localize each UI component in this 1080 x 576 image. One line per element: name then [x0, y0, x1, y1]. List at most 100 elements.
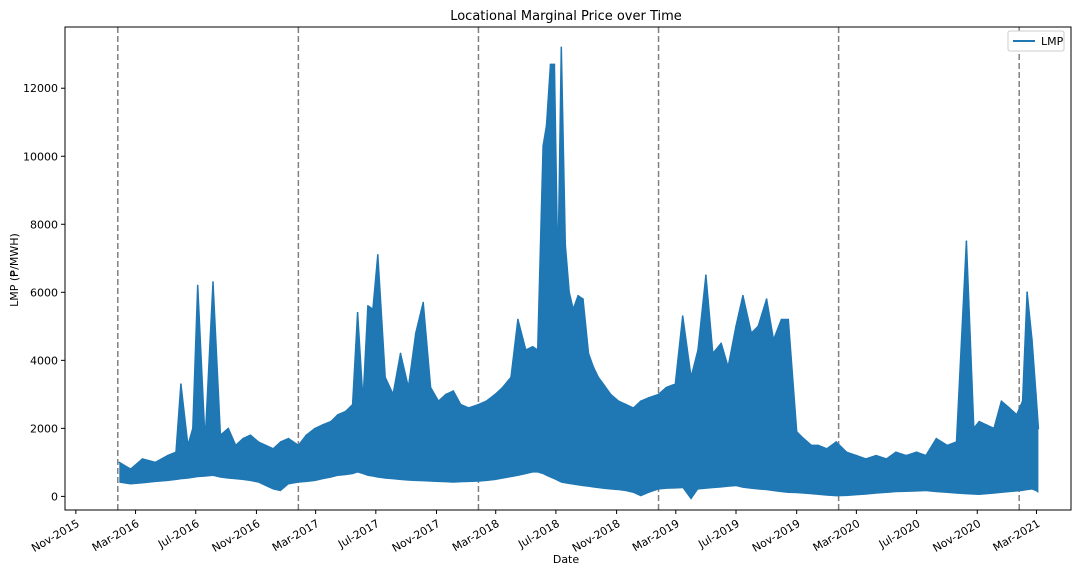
data-point [356, 311, 359, 314]
y-tick-label: 0 [51, 490, 58, 503]
data-point [985, 424, 988, 426]
data-point [697, 349, 699, 351]
data-point [525, 349, 527, 351]
data-point [242, 437, 244, 440]
data-point [665, 386, 668, 389]
data-point [935, 437, 938, 440]
data-point [166, 454, 169, 457]
data-point [617, 400, 620, 402]
legend-label-lmp: LMP [1041, 35, 1064, 48]
data-point [553, 63, 556, 66]
data-point [494, 393, 497, 396]
data-point [141, 458, 144, 460]
data-point [531, 345, 534, 348]
x-tick-label: Jul-2019 [695, 517, 742, 551]
data-point [485, 400, 488, 402]
series-layer [118, 46, 1040, 500]
data-point [204, 441, 206, 443]
data-point [362, 400, 364, 402]
data-point [351, 403, 354, 406]
legend-box [1007, 30, 1065, 52]
data-point [802, 437, 805, 440]
data-point [1026, 291, 1028, 294]
data-point [564, 243, 567, 246]
x-tick-label: Nov-2018 [570, 517, 623, 555]
data-point [712, 352, 714, 355]
data-point [772, 339, 775, 341]
data-point [249, 434, 252, 436]
data-point [993, 427, 995, 430]
data-point [459, 403, 462, 406]
data-point [560, 46, 563, 49]
data-point [372, 308, 374, 311]
data-point [287, 437, 290, 440]
data-point [750, 332, 753, 334]
data-point [118, 461, 121, 464]
x-tick-label: Nov-2019 [750, 517, 803, 555]
x-tick-label: Nov-2017 [390, 517, 443, 555]
x-axis-ticks: Nov-2015 Mar-2016 Jul-2016 Nov-2016 Mar-2017… [29, 510, 1042, 555]
data-point [196, 284, 199, 287]
data-point [187, 444, 189, 447]
data-point [787, 318, 790, 321]
data-point [452, 390, 455, 392]
data-point [321, 424, 324, 426]
y-tick-label: 6000 [30, 286, 58, 299]
data-point [1008, 407, 1011, 409]
data-point [727, 366, 729, 368]
data-point [647, 396, 650, 399]
y-axis-ticks: 0 2000 4000 6000 8000 10000 12000 [23, 82, 65, 503]
axes-frame [64, 26, 1072, 511]
series-envelope [119, 47, 1039, 500]
data-point [227, 427, 230, 430]
data-point [191, 427, 194, 430]
y-tick-label: 8000 [30, 218, 58, 231]
data-point [279, 441, 282, 443]
data-point [742, 294, 744, 297]
data-point [895, 451, 897, 453]
data-point [330, 420, 332, 423]
x-tick-label: Jul-2016 [155, 517, 202, 551]
y-tick-label: 10000 [23, 150, 58, 163]
data-point [577, 294, 579, 297]
y-axis-label: LMP (₱/MWH) [8, 233, 21, 307]
legend: LMP [1007, 30, 1065, 52]
data-point [946, 444, 948, 447]
data-point [407, 386, 410, 389]
chart-title: Locational Marginal Price over Time [450, 9, 682, 24]
data-point [510, 376, 512, 379]
data-point [632, 407, 635, 409]
data-point [582, 298, 584, 300]
x-tick-label: Nov-2020 [931, 517, 984, 555]
y-tick-label: 2000 [30, 422, 58, 435]
data-point [795, 430, 798, 433]
data-point [978, 420, 981, 423]
data-point [180, 383, 182, 385]
series-lmp [118, 46, 1040, 500]
data-point [467, 407, 470, 409]
x-tick-label: Nov-2016 [210, 517, 263, 555]
data-point [445, 393, 447, 396]
data-point [305, 434, 308, 436]
data-point [735, 325, 737, 328]
data-point [609, 393, 612, 396]
data-point [915, 451, 918, 453]
data-point [757, 325, 759, 328]
data-point [705, 274, 707, 277]
data-point [344, 410, 347, 413]
y-tick-label: 4000 [30, 354, 58, 367]
data-point [681, 315, 684, 317]
data-point [501, 386, 504, 389]
data-point [780, 318, 783, 321]
x-tick-label: Nov-2015 [29, 517, 82, 555]
data-point [905, 454, 908, 457]
data-point [477, 403, 480, 406]
x-tick-label: Jul-2018 [515, 517, 562, 551]
data-point [674, 383, 677, 385]
data-point [377, 254, 379, 256]
x-tick-label: Mar-2021 [991, 517, 1043, 554]
x-tick-label: Mar-2016 [90, 517, 142, 554]
data-point [337, 413, 339, 416]
data-point [810, 444, 813, 447]
data-point [212, 281, 214, 283]
